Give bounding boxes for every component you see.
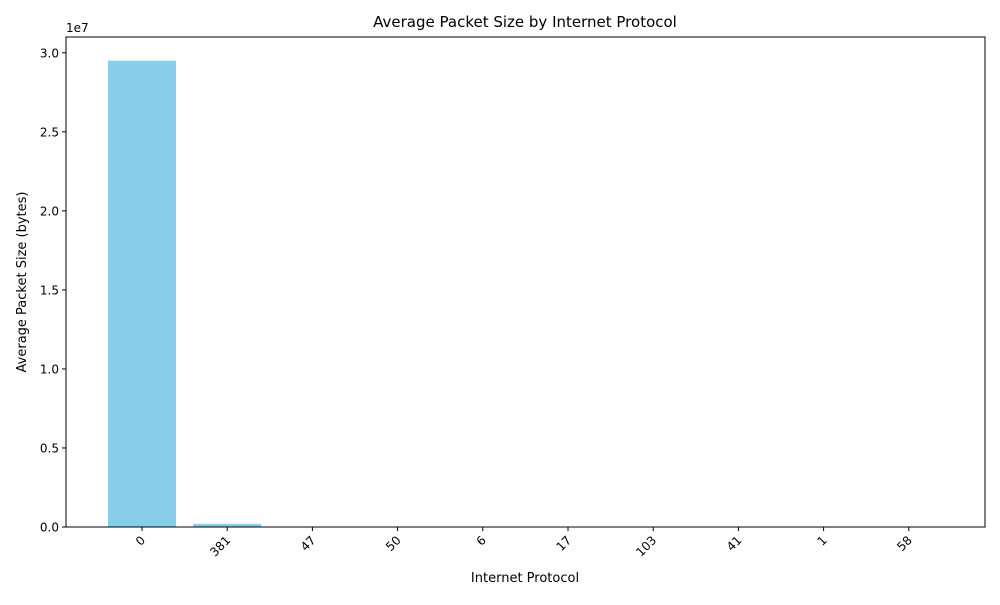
x-tick-label: 50 bbox=[383, 533, 404, 554]
y-tick-label: 0.0 bbox=[40, 521, 59, 535]
x-tick-label: 0 bbox=[133, 533, 148, 548]
x-tick-label: 17 bbox=[553, 533, 574, 554]
x-axis-label: Internet Protocol bbox=[471, 571, 579, 586]
chart-title: Average Packet Size by Internet Protocol bbox=[373, 13, 677, 31]
x-tick-label: 6 bbox=[474, 533, 489, 548]
y-tick-label: 0.5 bbox=[40, 441, 59, 455]
y-axis-label: Average Packet Size (bytes) bbox=[15, 192, 30, 373]
y-tick-label: 2.0 bbox=[40, 204, 59, 218]
x-tick-label: 58 bbox=[894, 533, 915, 554]
y-tick-label: 1.0 bbox=[40, 362, 59, 376]
x-tick-label: 47 bbox=[298, 533, 319, 554]
x-tick-label: 103 bbox=[633, 533, 659, 559]
plot-frame bbox=[66, 37, 985, 527]
x-ticks: 0 381 47 50 6 17 103 41 1 58 bbox=[133, 527, 915, 559]
x-tick-label: 1 bbox=[814, 533, 829, 548]
x-tick-label: 41 bbox=[724, 533, 745, 554]
bars-layer bbox=[108, 61, 943, 527]
bar-0 bbox=[108, 61, 176, 527]
y-tick-label: 2.5 bbox=[40, 125, 59, 139]
y-tick-label: 3.0 bbox=[40, 46, 59, 60]
y-tick-label: 1.5 bbox=[40, 283, 59, 297]
y-offset-label: 1e7 bbox=[66, 21, 89, 35]
x-tick-label: 381 bbox=[207, 533, 233, 559]
y-ticks: 0.0 0.5 1.0 1.5 2.0 2.5 3.0 bbox=[40, 46, 66, 534]
